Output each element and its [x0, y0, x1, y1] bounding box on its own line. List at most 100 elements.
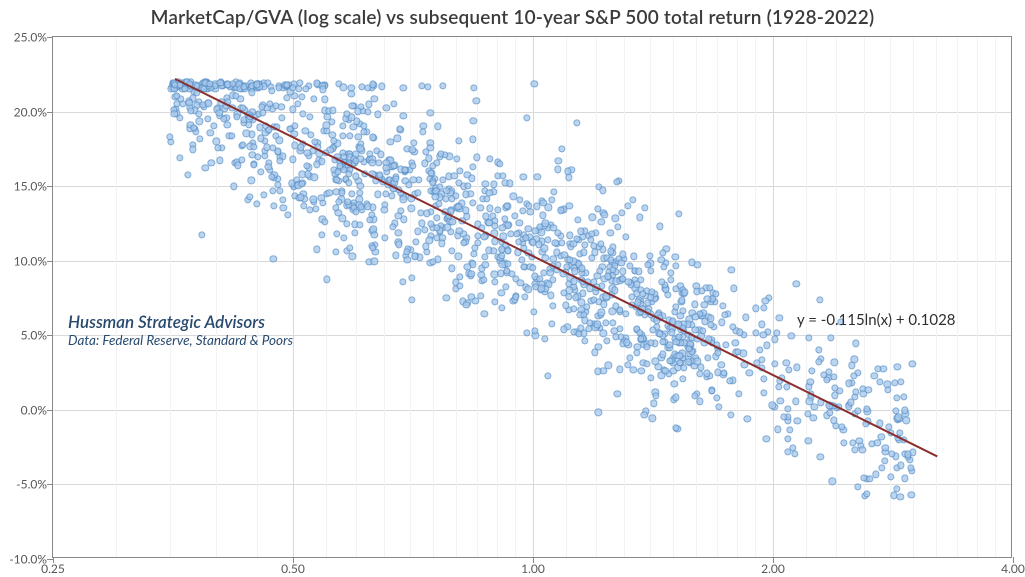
- scatter-point: [647, 267, 654, 274]
- scatter-point: [473, 154, 480, 161]
- scatter-point: [876, 378, 883, 385]
- scatter-point: [531, 80, 538, 87]
- scatter-point: [463, 213, 470, 220]
- scatter-point: [302, 85, 309, 92]
- scatter-point: [565, 174, 572, 181]
- scatter-point: [383, 104, 390, 111]
- scatter-point: [425, 155, 432, 162]
- scatter-point: [807, 378, 814, 385]
- scatter-point: [408, 296, 415, 303]
- scatter-point: [217, 157, 224, 164]
- scatter-point: [338, 189, 345, 196]
- x-minor-gridline: [957, 37, 958, 557]
- scatter-point: [195, 110, 202, 117]
- scatter-point: [196, 118, 203, 125]
- scatter-point: [624, 202, 631, 209]
- scatter-point: [381, 206, 388, 213]
- scatter-point: [335, 198, 342, 205]
- x-minor-gridline: [384, 37, 385, 557]
- scatter-point: [554, 166, 561, 173]
- annotation-line-1: Hussman Strategic Advisors: [68, 311, 293, 332]
- scatter-point: [248, 177, 255, 184]
- scatter-point: [469, 164, 476, 171]
- scatter-point: [284, 212, 291, 219]
- scatter-point: [463, 301, 470, 308]
- scatter-point: [760, 389, 767, 396]
- scatter-point: [547, 292, 554, 299]
- scatter-point: [323, 276, 330, 283]
- scatter-point: [329, 107, 336, 114]
- y-tick-mark: [47, 37, 53, 38]
- scatter-point: [438, 240, 445, 247]
- scatter-point: [641, 204, 648, 211]
- scatter-point: [486, 205, 493, 212]
- scatter-point: [257, 168, 264, 175]
- scatter-point: [289, 156, 296, 163]
- x-minor-gridline: [456, 37, 457, 557]
- scatter-point: [481, 311, 488, 318]
- scatter-point: [788, 332, 795, 339]
- scatter-point: [784, 436, 791, 443]
- scatter-point: [340, 234, 347, 241]
- scatter-point: [589, 214, 596, 221]
- scatter-point: [248, 89, 255, 96]
- scatter-point: [868, 440, 875, 447]
- scatter-point: [636, 268, 643, 275]
- scatter-point: [887, 473, 894, 480]
- scatter-point: [253, 200, 260, 207]
- scatter-point: [763, 342, 770, 349]
- scatter-point: [365, 101, 372, 108]
- scatter-point: [204, 116, 211, 123]
- scatter-point: [758, 321, 765, 328]
- x-minor-gridline: [995, 37, 996, 557]
- scatter-point: [534, 173, 541, 180]
- x-minor-gridline: [913, 37, 914, 557]
- y-tick-mark: [47, 261, 53, 262]
- scatter-point: [189, 146, 196, 153]
- scatter-point: [600, 301, 607, 308]
- scatter-point: [708, 387, 715, 394]
- scatter-point: [718, 361, 725, 368]
- scatter-point: [443, 294, 450, 301]
- y-tick-label: 5.0%: [21, 328, 47, 343]
- scatter-point: [752, 305, 759, 312]
- scatter-point: [698, 287, 705, 294]
- scatter-point: [420, 122, 427, 129]
- scatter-point: [394, 135, 401, 142]
- scatter-point: [390, 100, 397, 107]
- y-tick-mark: [47, 112, 53, 113]
- scatter-point: [207, 129, 214, 136]
- scatter-point: [311, 174, 318, 181]
- scatter-point: [760, 375, 767, 382]
- y-tick-label: 25.0%: [14, 30, 47, 45]
- scatter-point: [656, 223, 663, 230]
- scatter-point: [361, 170, 368, 177]
- scatter-point: [346, 244, 353, 251]
- scatter-point: [713, 394, 720, 401]
- scatter-point: [371, 258, 378, 265]
- scatter-point: [234, 162, 241, 169]
- scatter-point: [827, 334, 834, 341]
- scatter-point: [400, 196, 407, 203]
- scatter-point: [486, 156, 493, 163]
- scatter-point: [435, 200, 442, 207]
- scatter-point: [580, 249, 587, 256]
- x-tick-label: 2.00: [761, 561, 785, 576]
- scatter-point: [460, 239, 467, 246]
- x-minor-gridline: [673, 37, 674, 557]
- scatter-point: [746, 370, 753, 377]
- scatter-point: [672, 394, 679, 401]
- scatter-point: [388, 192, 395, 199]
- x-minor-gridline: [836, 37, 837, 557]
- scatter-point: [260, 191, 267, 198]
- scatter-point: [456, 282, 463, 289]
- scatter-point: [878, 464, 885, 471]
- scatter-point: [760, 304, 767, 311]
- scatter-point: [633, 349, 640, 356]
- scatter-point: [897, 379, 904, 386]
- scatter-point: [375, 191, 382, 198]
- scatter-point: [395, 229, 402, 236]
- scatter-point: [306, 113, 313, 120]
- scatter-point: [278, 114, 285, 121]
- scatter-point: [557, 207, 564, 214]
